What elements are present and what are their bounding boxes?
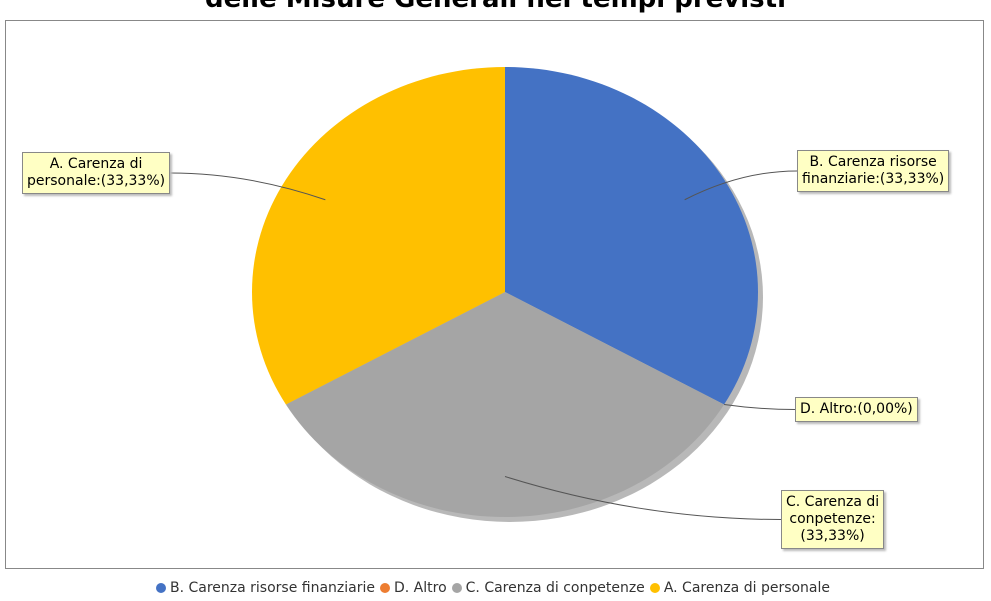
plot-frame [5,20,984,569]
leader-line [684,170,798,201]
pie-slice [505,67,758,405]
slice-label: A. Carenza di personale:(33,33%) [22,152,171,194]
legend-item: C. Carenza di conpetenze [451,580,645,596]
leader-line [169,172,326,201]
legend-label: A. Carenza di personale [663,580,831,596]
slice-label: D. Altro:(0,00%) [795,397,918,422]
legend-label: D. Altro [394,580,447,596]
legend-label: C. Carenza di conpetenze [465,580,645,596]
legend-label: B. Carenza risorse finanziarie [169,580,375,596]
legend: B. Carenza risorse finanziarie D. Altro C.… [0,580,991,596]
legend-item: D. Altro [380,580,447,596]
leader-line [724,404,796,410]
legend-item: A. Carenza di personale [649,580,831,596]
legend-marker [451,583,462,593]
legend-marker [155,583,166,593]
pie-slice [252,67,505,405]
legend-item: B. Carenza risorse finanziarie [155,580,375,596]
chart-title: delle Misure Generali nei tempi previsti [0,0,991,14]
leader-line [504,476,782,520]
legend-marker [649,583,660,593]
slice-label: C. Carenza di conpetenze: (33,33%) [781,490,885,549]
slice-label: B. Carenza risorse finanziarie:(33,33%) [797,150,950,192]
legend-marker [380,583,390,593]
